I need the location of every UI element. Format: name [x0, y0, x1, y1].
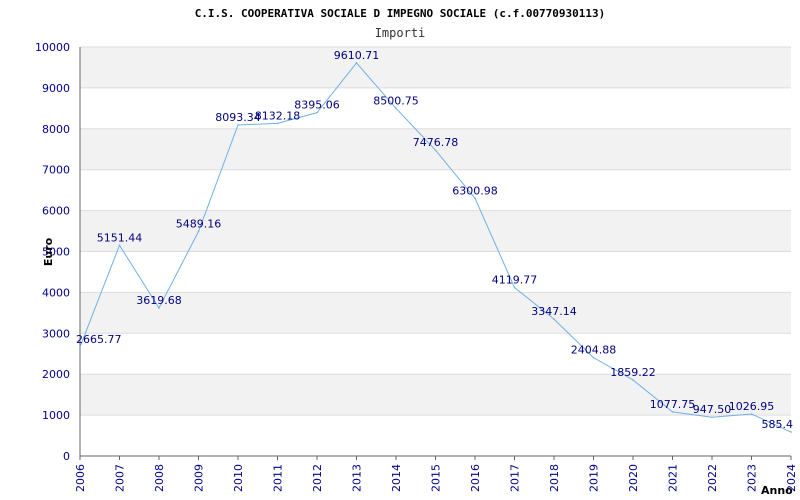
grid-band	[80, 128, 791, 170]
data-label: 947.50	[693, 403, 732, 416]
data-point	[790, 431, 792, 433]
chart-subtitle: Importi	[375, 26, 426, 40]
data-label: 4119.77	[492, 274, 538, 287]
data-point	[632, 379, 634, 381]
x-tick-label: 2010	[232, 464, 245, 492]
x-tick-label: 2006	[74, 464, 87, 492]
data-point	[592, 356, 595, 359]
data-label: 1077.75	[650, 398, 696, 411]
data-point	[197, 230, 200, 233]
x-tick-label: 2019	[588, 464, 601, 492]
data-label: 5489.16	[176, 217, 222, 230]
y-tick-label: 10000	[35, 41, 70, 54]
x-tick-label: 2009	[193, 464, 206, 492]
data-label: 1026.95	[729, 400, 775, 413]
data-label: 1859.22	[610, 366, 656, 379]
data-point	[237, 124, 239, 126]
y-tick-label: 2000	[42, 368, 70, 381]
x-tick-label: 2011	[272, 464, 285, 492]
chart-title: C.I.S. COOPERATIVA SOCIALE D IMPEGNO SOC…	[195, 7, 606, 20]
data-label: 585.4	[762, 418, 794, 431]
grid-band	[80, 47, 791, 88]
data-label: 3619.68	[136, 294, 182, 307]
data-point	[553, 318, 555, 320]
data-point	[276, 122, 279, 125]
x-tick-label: 2018	[548, 464, 561, 492]
data-point	[513, 286, 516, 289]
x-tick-label: 2020	[627, 464, 640, 492]
y-tick-label: 8000	[42, 123, 70, 136]
data-point	[316, 111, 318, 114]
data-label: 6300.98	[452, 184, 498, 197]
data-point	[671, 411, 674, 413]
data-label: 3347.14	[531, 305, 577, 318]
data-label: 7476.78	[413, 136, 459, 149]
data-label: 5151.44	[97, 231, 143, 244]
y-axis-label: Euro	[42, 237, 55, 266]
x-tick-label: 2008	[153, 464, 166, 492]
data-point	[711, 416, 713, 419]
data-label: 9610.71	[334, 49, 380, 62]
data-point	[118, 244, 121, 247]
y-tick-label: 1000	[42, 409, 70, 422]
x-axis-label: Anno	[761, 484, 793, 497]
data-point	[474, 197, 476, 200]
x-tick-label: 2016	[469, 464, 482, 492]
x-tick-label: 2021	[667, 464, 680, 492]
x-tick-label: 2012	[311, 464, 324, 492]
x-tick-label: 2013	[351, 464, 364, 492]
data-point	[158, 307, 160, 309]
grid-band	[80, 374, 791, 416]
data-label: 8132.18	[255, 109, 301, 122]
y-tick-label: 4000	[42, 286, 70, 299]
y-tick-label: 5000	[42, 246, 70, 259]
data-point	[750, 413, 753, 415]
data-point	[79, 346, 81, 348]
data-label: 8093.34	[215, 111, 261, 124]
grid-band	[80, 292, 791, 334]
data-label: 8500.75	[373, 94, 419, 107]
y-tick-label: 0	[63, 450, 70, 463]
x-tick-label: 2023	[746, 464, 759, 492]
data-label: 2404.88	[571, 344, 617, 357]
data-point	[395, 107, 397, 110]
x-tick-label: 2017	[509, 464, 522, 492]
y-tick-label: 7000	[42, 164, 70, 177]
x-tick-label: 2022	[706, 464, 719, 492]
data-point	[434, 149, 437, 151]
x-tick-label: 2007	[114, 464, 127, 492]
y-tick-label: 9000	[42, 82, 70, 95]
x-tick-label: 2024	[785, 464, 798, 492]
x-tick-label: 2014	[390, 464, 403, 492]
data-label: 2665.77	[76, 333, 122, 346]
y-tick-label: 3000	[42, 327, 70, 340]
x-tick-label: 2015	[430, 464, 443, 492]
data-label: 8395.06	[294, 99, 340, 112]
data-point	[355, 62, 358, 64]
y-tick-label: 6000	[42, 205, 70, 218]
